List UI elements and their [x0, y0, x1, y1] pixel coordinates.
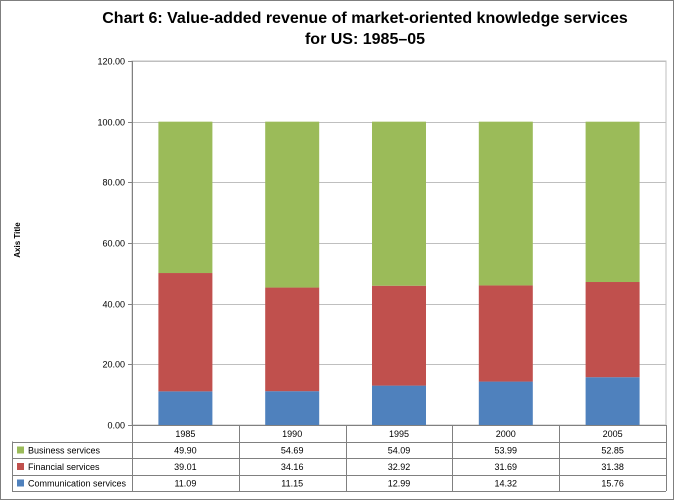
y-tick-label: 100.00 — [97, 118, 125, 128]
bar-business-services-1985 — [158, 121, 213, 274]
legend-label: Business services — [28, 446, 101, 456]
category-label: 2005 — [603, 429, 623, 439]
bar-business-services-2005 — [585, 121, 640, 283]
bar-communication-services-2005 — [585, 377, 640, 425]
bar-financial-services-1990 — [265, 287, 320, 392]
y-tick-label: 20.00 — [102, 360, 125, 370]
data-label: 31.38 — [601, 462, 624, 472]
bar-business-services-2000 — [478, 121, 533, 286]
legend-key-business-services — [17, 446, 24, 454]
bar-communication-services-1995 — [372, 385, 426, 425]
bar-business-services-1990 — [265, 121, 320, 288]
legend-key-financial-services — [17, 463, 24, 470]
data-label: 15.76 — [601, 479, 624, 489]
data-label: 32.92 — [388, 462, 411, 472]
legend-label: Communication services — [28, 479, 127, 489]
data-label: 11.09 — [174, 479, 196, 489]
data-label: 34.16 — [281, 462, 304, 472]
data-label: 49.90 — [174, 446, 197, 456]
bar-financial-services-2000 — [478, 285, 533, 382]
bar-communication-services-2000 — [478, 381, 533, 425]
data-label: 11.15 — [281, 479, 303, 489]
y-axis-title: Axis Title — [13, 222, 22, 258]
data-label: 53.99 — [495, 446, 518, 456]
axes: 0.00 20.00 40.00 60.00 80.00 100.00 120.00 — [97, 57, 133, 491]
category-label: 2000 — [496, 429, 516, 439]
data-label: 54.69 — [281, 446, 304, 456]
data-label: 54.09 — [388, 446, 411, 456]
bars — [158, 121, 640, 425]
chart-title-line-2: for US: 1985–05 — [304, 31, 426, 48]
bar-business-services-1995 — [372, 121, 426, 286]
category-label: 1995 — [389, 429, 409, 439]
bar-communication-services-1985 — [158, 391, 213, 425]
data-label: 52.85 — [601, 446, 624, 456]
data-label: 12.99 — [388, 479, 411, 489]
y-tick-label: 40.00 — [102, 300, 125, 310]
y-tick-label: 60.00 — [102, 239, 125, 249]
bar-financial-services-1995 — [372, 285, 426, 386]
y-tick-label: 0.00 — [107, 421, 125, 431]
bar-financial-services-1985 — [158, 273, 213, 392]
chart-title: Chart 6: Value-added revenue of market-o… — [60, 8, 670, 50]
y-tick-label: 80.00 — [102, 178, 125, 188]
y-tick-label: 120.00 — [97, 57, 125, 67]
data-label: 31.69 — [495, 462, 518, 472]
category-label: 1990 — [282, 429, 302, 439]
legend-key-communication-services — [17, 479, 24, 487]
data-label: 14.32 — [495, 479, 518, 489]
legend-label: Financial services — [28, 462, 100, 472]
chart-title-line-1: Chart 6: Value-added revenue of market-o… — [102, 10, 628, 27]
category-label: 1985 — [175, 429, 195, 439]
bar-communication-services-1990 — [265, 391, 320, 425]
data-table: 1985 1990 1995 2000 2005 Business services 49.… — [12, 425, 667, 492]
bar-financial-services-2005 — [585, 282, 640, 378]
data-label: 39.01 — [174, 462, 197, 472]
